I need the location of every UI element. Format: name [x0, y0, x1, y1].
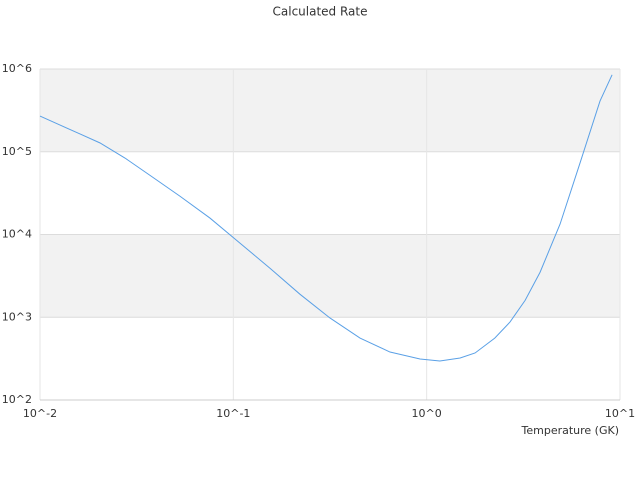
y-tick-label: 10^6 [2, 62, 32, 75]
y-tick-label: 10^5 [2, 145, 32, 158]
grid-band [40, 234, 620, 318]
x-tick-label: 10^-1 [216, 407, 250, 420]
grid-band [40, 69, 620, 152]
y-tick-label: 10^2 [2, 393, 32, 406]
x-tick-label: 10^1 [605, 407, 635, 420]
x-tick-label: 10^-2 [23, 407, 57, 420]
line [39, 74, 613, 362]
y-tick-label: 10^3 [2, 310, 32, 323]
y-tick-label: 10^4 [2, 228, 32, 241]
x-tick-label: 10^0 [412, 407, 442, 420]
chart-title: Calculated Rate [273, 5, 368, 19]
x-axis-label: Temperature (GK) [521, 424, 620, 437]
